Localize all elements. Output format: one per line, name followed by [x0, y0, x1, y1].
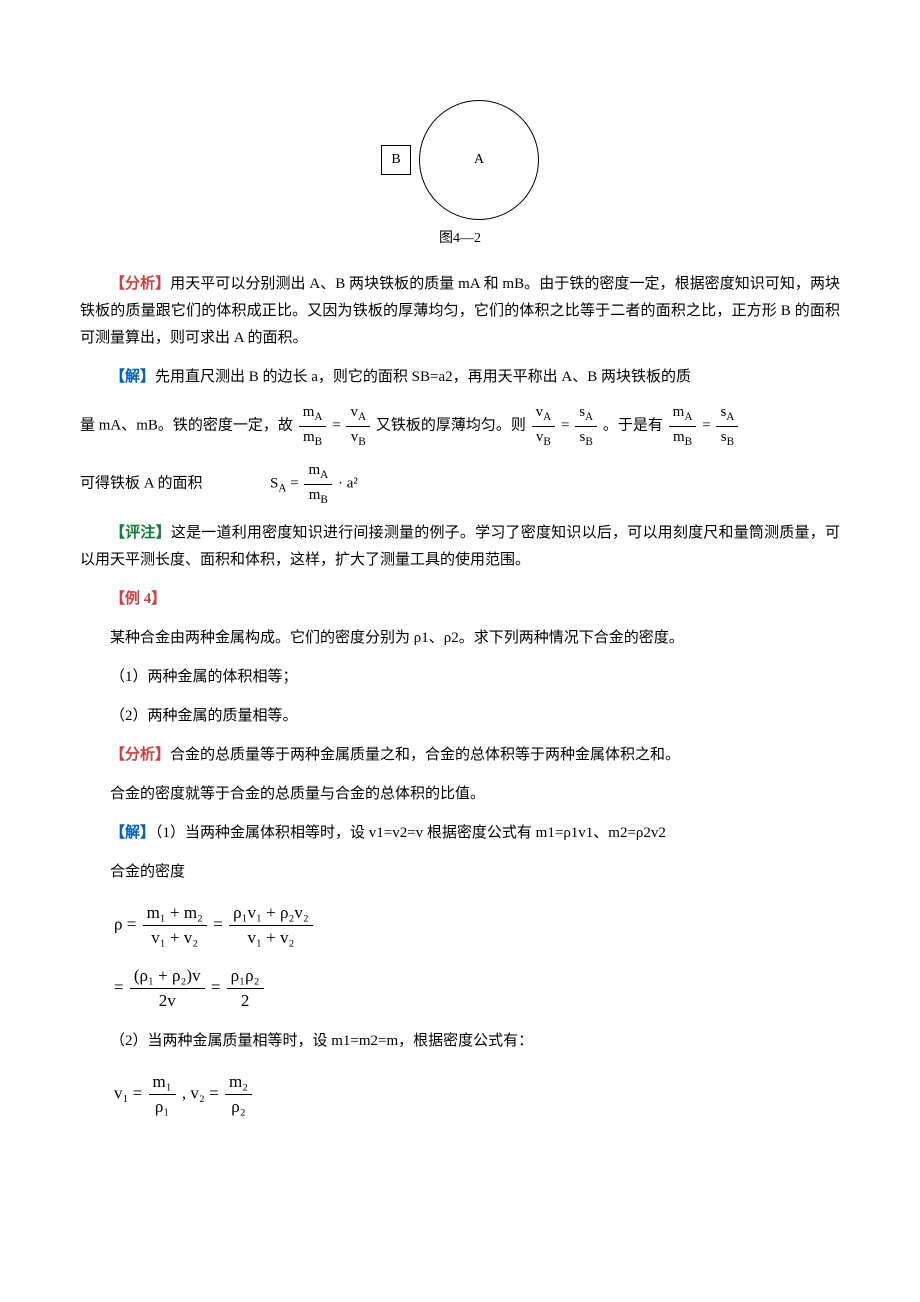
formula-v1-v2: v₁ = m₁ρ₁ , v₂ = m₂ρ₂ — [114, 1071, 840, 1118]
seg3: 。于是有 — [603, 418, 667, 434]
formula-mA-mB-vA-vB: mAmB = vAvB — [297, 403, 372, 449]
formula-SA: SA = mAmB · a² — [270, 461, 358, 507]
seg2: 又铁板的厚薄均匀。则 — [376, 418, 530, 434]
solution-SA-line: 可得铁板 A 的面积 SA = mAmB · a² — [80, 461, 840, 507]
seg4: 可得铁板 A 的面积 — [80, 476, 203, 492]
example-4-heading: 【例 4】 — [80, 586, 840, 613]
analysis-label: 【分析】 — [110, 276, 170, 292]
analysis-text: 用天平可以分别测出 A、B 两块铁板的质量 mA 和 mB。由于铁的密度一定，根… — [80, 276, 840, 346]
alloy-density-lead: 合金的密度 — [80, 859, 840, 886]
seg1: 量 mA、mB。铁的密度一定，故 — [80, 418, 293, 434]
item-2: （2）两种金属的质量相等。 — [80, 703, 840, 730]
case-2: （2）当两种金属质量相等时，设 m1=m2=m，根据密度公式有： — [80, 1028, 840, 1055]
analysis-paragraph: 【分析】用天平可以分别测出 A、B 两块铁板的质量 mA 和 mB。由于铁的密度… — [80, 271, 840, 352]
analysis-2-text: 合金的总质量等于两种金属质量之和，合金的总体积等于两种金属体积之和。 — [170, 747, 680, 763]
circle-a: A — [419, 100, 539, 220]
solution-2-text: （1）当两种金属体积相等时，设 v1=v2=v 根据密度公式有 m1=ρ1v1、… — [155, 825, 666, 841]
solution-mixed-line: 量 mA、mB。铁的密度一定，故 mAmB = vAvB 又铁板的厚薄均匀。则 … — [80, 403, 840, 449]
square-b: B — [381, 145, 411, 175]
item-1: （1）两种金属的体积相等； — [80, 664, 840, 691]
formula-rho-line2: = (ρ₁ + ρ₂)v2v = ρ₁ρ₂2 — [114, 965, 840, 1012]
formula-rho-line1: ρ = m₁ + m₂v₁ + v₂ = ρ₁v₁ + ρ₂v₂v₁ + v₂ — [114, 902, 840, 949]
analysis-2: 【分析】合金的总质量等于两种金属质量之和，合金的总体积等于两种金属体积之和。 — [80, 742, 840, 769]
figure-4-2: B A 图4—2 — [80, 100, 840, 251]
comment-paragraph: 【评注】这是一道利用密度知识进行间接测量的例子。学习了密度知识以后，可以用刻度尺… — [80, 520, 840, 574]
figure-shapes: B A — [381, 100, 539, 220]
example-4-body: 某种合金由两种金属构成。它们的密度分别为 ρ1、ρ2。求下列两种情况下合金的密度… — [80, 625, 840, 652]
solution-label: 【解】 — [110, 369, 155, 385]
formula-vA-vB-sA-sB: vAvB = sAsB — [530, 403, 600, 449]
solution-2: 【解】（1）当两种金属体积相等时，设 v1=v2=v 根据密度公式有 m1=ρ1… — [80, 820, 840, 847]
solution-label-2: 【解】 — [110, 825, 155, 841]
solution-lead-text: 先用直尺测出 B 的边长 a，则它的面积 SB=a2，再用天平称出 A、B 两块… — [155, 369, 691, 385]
analysis-2b: 合金的密度就等于合金的总质量与合金的总体积的比值。 — [80, 781, 840, 808]
analysis-label-2: 【分析】 — [110, 747, 170, 763]
comment-text: 这是一道利用密度知识进行间接测量的例子。学习了密度知识以后，可以用刻度尺和量筒测… — [80, 525, 840, 568]
figure-caption: 图4—2 — [80, 226, 840, 251]
solution-lead: 【解】先用直尺测出 B 的边长 a，则它的面积 SB=a2，再用天平称出 A、B… — [80, 364, 840, 391]
example-label: 【例 4】 — [110, 591, 166, 607]
comment-label: 【评注】 — [110, 525, 171, 541]
formula-mA-mB-sA-sB: mAmB = sAsB — [667, 403, 741, 449]
